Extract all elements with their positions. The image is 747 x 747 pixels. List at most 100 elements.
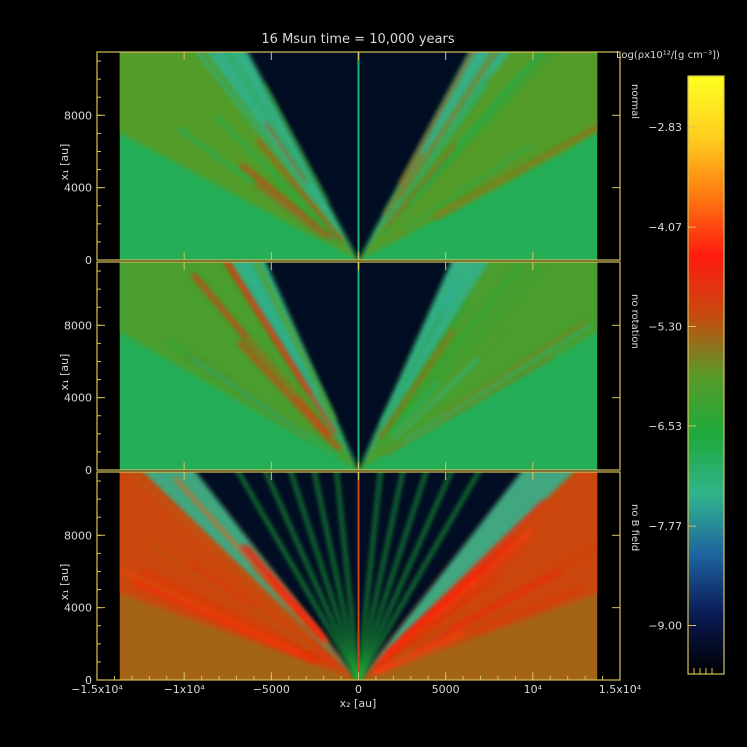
density-filament	[253, 180, 328, 238]
x-tick-label: −1x10⁴	[164, 683, 206, 696]
density-filament	[139, 569, 323, 663]
density-filament	[385, 499, 546, 654]
density-filament	[402, 323, 592, 444]
jet-streak	[263, 472, 361, 680]
density-filament	[377, 263, 522, 445]
panel-label: normal	[629, 84, 640, 119]
density-filament	[407, 52, 544, 204]
x-tick-label: −5000	[253, 683, 290, 696]
density-filament	[416, 543, 598, 649]
density-filament	[206, 52, 341, 235]
density-filament	[411, 570, 561, 653]
density-filament	[264, 121, 307, 183]
y-axis-label: x₁ [au]	[58, 564, 71, 601]
density-filament	[251, 605, 314, 650]
density-filament	[438, 320, 586, 419]
density-filament	[385, 144, 457, 228]
x-axis-label: x₂ [au]	[340, 697, 377, 710]
density-filament	[373, 630, 466, 675]
density-filament	[252, 565, 341, 660]
y-tick-label: 0	[85, 254, 92, 267]
jet-streak	[356, 472, 405, 680]
density-filament	[435, 143, 573, 220]
chart-title: 16 Msun time = 10,000 years	[261, 32, 454, 47]
colorbar: Log(ρx10¹²/[g cm⁻³]) −2.83 −4.07 −5.30 −6.5…	[616, 50, 725, 675]
y-tick-label: 4000	[64, 392, 92, 405]
density-filament	[195, 52, 317, 205]
density-filament	[389, 156, 525, 242]
jet-streak	[334, 472, 361, 680]
density-filament	[189, 356, 339, 458]
density-filament	[147, 541, 310, 649]
density-filament	[390, 380, 441, 435]
x-tick-label: 5000	[432, 683, 460, 696]
density-filament	[246, 546, 323, 637]
density-filament	[383, 152, 425, 217]
density-filament	[256, 138, 344, 242]
y-tick-label: 4000	[64, 602, 92, 615]
density-filament	[391, 328, 503, 438]
density-filament	[391, 628, 450, 663]
colorbar-gradient	[688, 76, 724, 674]
shell-left	[119, 52, 359, 260]
y-axis-label: x₁ [au]	[58, 354, 71, 391]
density-filament	[373, 576, 499, 670]
y-tick-label: 8000	[64, 529, 92, 542]
y-tick-label: 0	[85, 464, 92, 477]
density-filament	[277, 178, 330, 232]
density-filament	[385, 355, 554, 456]
density-filament	[242, 262, 319, 395]
colorbar-tick-label: −2.83	[648, 121, 682, 134]
shell-left	[119, 262, 359, 470]
density-filament	[199, 169, 313, 235]
density-filament	[119, 568, 301, 654]
density-filament	[375, 310, 443, 438]
density-filament	[401, 631, 477, 664]
x-tick-label: 10⁴	[524, 683, 543, 696]
y-axis-label: x₁ [au]	[58, 144, 71, 181]
colorbar-tick-label: −6.53	[648, 420, 682, 433]
jet-streak	[312, 472, 361, 680]
colorbar-tick-label: −5.30	[648, 321, 682, 334]
y-tick-label: 8000	[64, 319, 92, 332]
colorbar-tick-label: −7.77	[648, 520, 682, 533]
panel-label: no B field	[629, 504, 640, 551]
panel-normal: normal	[96, 51, 640, 261]
density-filament	[226, 52, 311, 184]
jet-streak	[356, 472, 429, 680]
density-filament	[276, 182, 327, 231]
jet-streak	[356, 472, 454, 680]
x-tick-label: 1.5x10⁴	[599, 683, 642, 696]
density-filament	[263, 83, 329, 203]
density-filament	[383, 82, 488, 225]
density-filament	[420, 141, 479, 199]
density-filament	[397, 52, 499, 200]
panel-no-B-field: no B field	[96, 471, 640, 681]
density-filament	[380, 52, 556, 237]
density-filament	[253, 262, 337, 423]
density-filament	[403, 145, 532, 232]
shell-right	[358, 52, 598, 260]
x-tick-label: −1.5x10⁴	[71, 683, 123, 696]
density-filament	[398, 52, 474, 186]
panel-no-rotation: no rotation	[96, 261, 640, 471]
y-tick-label: 0	[85, 674, 92, 687]
wall-right	[358, 262, 489, 470]
colorbar-tick-label: −9.00	[648, 620, 682, 633]
y-tick-label: 8000	[64, 109, 92, 122]
density-filament	[237, 340, 341, 451]
colorbar-label: Log(ρx10¹²/[g cm⁻³])	[616, 50, 720, 61]
colorbar-tick-label: −4.07	[648, 221, 682, 234]
jet-streak	[356, 472, 481, 680]
jet-streak	[288, 472, 361, 680]
y-axis: 0 4000 8000 x₁ [au] 0 4000 8000 x₁ [au] 0 4000 800…	[58, 60, 620, 687]
panel-label: no rotation	[629, 294, 640, 349]
density-filament	[422, 547, 523, 629]
jet-streak	[236, 472, 361, 680]
density-filament	[245, 334, 299, 398]
panels-group: normal no rotation no B field	[96, 51, 640, 681]
density-filament	[127, 472, 311, 637]
x-axis: −1.5x10⁴ −1x10⁴ −5000 0 5000 10⁴ 1.5x10⁴	[71, 676, 642, 696]
x-tick-label: 0	[355, 683, 362, 696]
